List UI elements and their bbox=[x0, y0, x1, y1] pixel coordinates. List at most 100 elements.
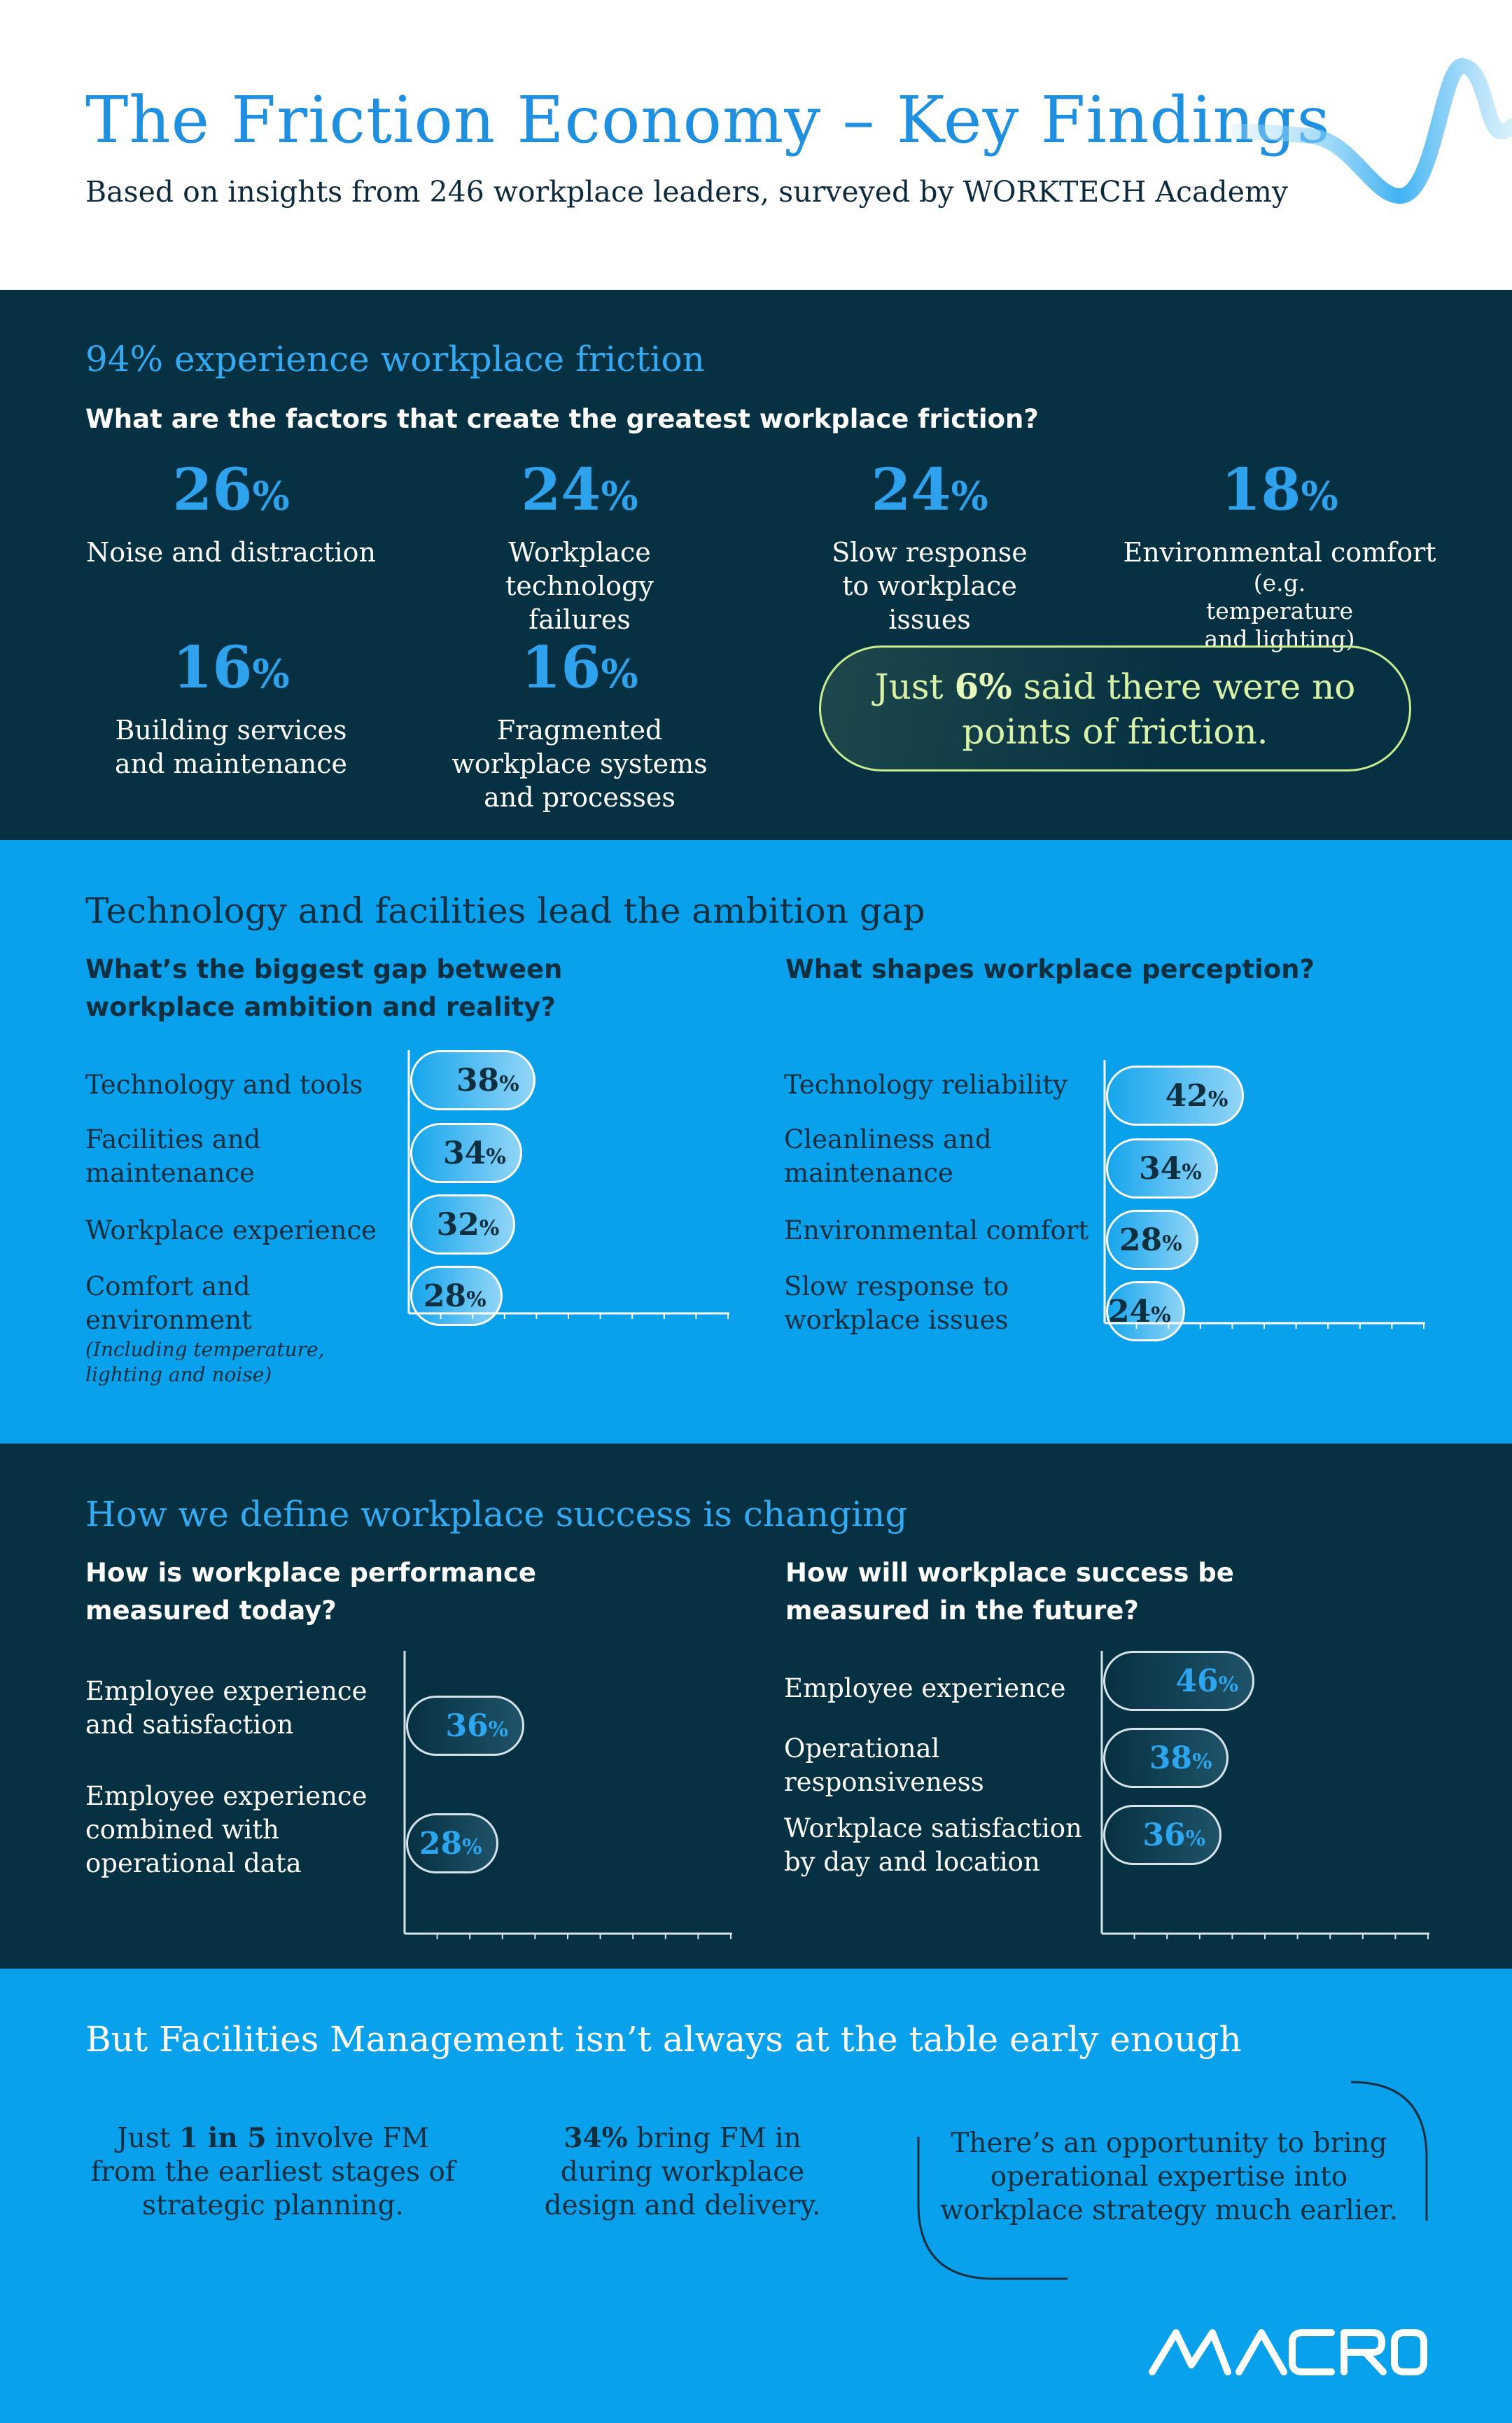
fm-kicker: But Facilities Management isn’t always a… bbox=[85, 2019, 1242, 2060]
friction-question: What are the factors that create the gre… bbox=[85, 404, 1039, 434]
success-future-chart: 46% 38% 36% bbox=[1100, 1651, 1429, 1939]
bar-value-label: 34 bbox=[443, 1136, 486, 1171]
row-label: Employee experience bbox=[784, 1673, 1066, 1703]
opportunity-text: There’s an opportunity to bring operatio… bbox=[939, 2128, 1399, 2226]
row-label: Comfort and environment (Including tempe… bbox=[85, 1270, 337, 1388]
row-label: Facilities and maintenance bbox=[85, 1124, 261, 1188]
friction-kicker: 94% experience workplace friction bbox=[85, 339, 705, 379]
page-title: The Friction Economy – Key Findings bbox=[85, 83, 1331, 158]
chart-bar: 28% bbox=[1106, 1210, 1198, 1270]
row-label: Employee experience combined with operat… bbox=[85, 1781, 368, 1878]
chart-axis bbox=[403, 1651, 732, 1939]
fm-stat-design: 34% bring FM in during workplace design … bbox=[544, 2122, 821, 2221]
bar-percent-sign: % bbox=[466, 1287, 486, 1312]
bar-percent-sign: % bbox=[479, 1216, 500, 1241]
bar-value-label: 32 bbox=[436, 1207, 479, 1243]
row-label: Technology reliability bbox=[784, 1070, 1068, 1100]
stat-noise: 26% Noise and distraction bbox=[63, 455, 399, 569]
bar-value-label: 28 bbox=[419, 1826, 463, 1862]
bar-value-label: 36 bbox=[445, 1708, 489, 1744]
perception-chart: 42% 34% 28% 24% bbox=[1103, 1060, 1425, 1341]
stat-value: 16% bbox=[521, 634, 638, 701]
bar-value-label: 28 bbox=[423, 1278, 467, 1314]
macro-logo bbox=[1148, 2327, 1428, 2379]
bar-value-label: 36 bbox=[1142, 1817, 1186, 1853]
header: The Friction Economy – Key Findings Base… bbox=[0, 0, 1512, 290]
chart-bar: 46% bbox=[1103, 1651, 1255, 1711]
chart-bar: 42% bbox=[1106, 1066, 1245, 1126]
bar-percent-sign: % bbox=[1162, 1231, 1182, 1256]
stat-slow-response: 24% Slow response to workplace issues bbox=[762, 455, 1098, 636]
row-note: (Including temperature, lighting and noi… bbox=[85, 1338, 325, 1386]
success-kicker: How we define workplace success is chang… bbox=[85, 1494, 908, 1535]
stat-environmental: 18% Environmental comfort (e.g. temperat… bbox=[1112, 455, 1448, 653]
no-friction-callout: Just 6% said there were no points of fri… bbox=[819, 645, 1411, 771]
stat-tech-failures: 24% Workplace technology failures bbox=[412, 455, 748, 636]
row-label: Cleanliness and maintenance bbox=[784, 1124, 992, 1188]
success-left-question: How is workplace performance measured to… bbox=[85, 1558, 537, 1626]
performance-today-chart: 36% 28% bbox=[403, 1651, 732, 1939]
page-subtitle: Based on insights from 246 workplace lea… bbox=[85, 175, 1288, 209]
row-label: Slow response to workplace issues bbox=[784, 1271, 1009, 1335]
bar-percent-sign: % bbox=[1192, 1750, 1212, 1774]
chart-bar: 36% bbox=[1103, 1805, 1222, 1865]
stat-value: 18% bbox=[1221, 456, 1338, 524]
bar-percent-sign: % bbox=[1218, 1673, 1239, 1697]
stat-label: Slow response to workplace issues bbox=[832, 537, 1028, 635]
stat-label: Building services and maintenance bbox=[115, 715, 347, 779]
bar-value-label: 42 bbox=[1165, 1078, 1208, 1114]
chart-bar: 28% bbox=[410, 1266, 503, 1326]
success-section: How we define workplace success is chang… bbox=[0, 1444, 1512, 1969]
success-right-question: How will workplace success be measured i… bbox=[785, 1558, 1234, 1626]
opportunity-callout: There’s an opportunity to bring operatio… bbox=[917, 2081, 1428, 2280]
row-label: Workplace experience bbox=[85, 1215, 377, 1245]
stat-label: Workplace technology failures bbox=[505, 537, 654, 635]
stat-label: Fragmented workplace systems and process… bbox=[451, 715, 708, 813]
chart-bar: 38% bbox=[1103, 1728, 1228, 1788]
fm-section: But Facilities Management isn’t always a… bbox=[0, 1969, 1512, 2423]
chart-bar: 34% bbox=[410, 1123, 522, 1183]
bar-percent-sign: % bbox=[1151, 1303, 1171, 1327]
chart-bar: 24% bbox=[1106, 1281, 1185, 1341]
chart-bar: 34% bbox=[1106, 1138, 1218, 1199]
bar-percent-sign: % bbox=[1185, 1827, 1206, 1851]
friction-section: 94% experience workplace friction What a… bbox=[0, 290, 1512, 840]
row-label: Operational responsiveness bbox=[784, 1733, 984, 1797]
row-label: Technology and tools bbox=[85, 1070, 363, 1100]
bar-value-label: 46 bbox=[1175, 1663, 1219, 1699]
bar-percent-sign: % bbox=[499, 1072, 519, 1096]
bar-percent-sign: % bbox=[488, 1717, 509, 1742]
bar-percent-sign: % bbox=[462, 1835, 482, 1859]
stat-sublabel: (e.g. temperature and lighting) bbox=[1204, 569, 1355, 652]
bar-percent-sign: % bbox=[1208, 1087, 1228, 1112]
callout-frame bbox=[917, 2081, 1428, 2280]
bar-value-label: 38 bbox=[456, 1063, 500, 1098]
stat-value: 16% bbox=[172, 634, 290, 701]
ambition-kicker: Technology and facilities lead the ambit… bbox=[85, 891, 925, 931]
chart-axis bbox=[1100, 1651, 1429, 1939]
ambition-gap-chart: 38% 34% 32% 28% bbox=[407, 1050, 729, 1326]
ambition-left-question: What’s the biggest gap between workplace… bbox=[85, 954, 563, 1022]
macro-logo-mark bbox=[1149, 2329, 1427, 2375]
chart-bar: 36% bbox=[406, 1696, 525, 1756]
bar-value-label: 28 bbox=[1119, 1222, 1163, 1258]
stat-value: 24% bbox=[521, 456, 638, 524]
bar-value-label: 34 bbox=[1139, 1151, 1182, 1187]
stat-label: Noise and distraction bbox=[85, 537, 376, 568]
chart-bar: 38% bbox=[410, 1050, 536, 1110]
fm-stat-early: Just 1 in 5 involve FM from the earliest… bbox=[90, 2122, 456, 2221]
bar-value-label: 38 bbox=[1149, 1740, 1193, 1776]
ambition-section: Technology and facilities lead the ambit… bbox=[0, 840, 1512, 1444]
ambition-right-question: What shapes workplace perception? bbox=[785, 954, 1315, 984]
bar-percent-sign: % bbox=[1182, 1160, 1202, 1185]
stat-building: 16% Building services and maintenance bbox=[63, 633, 399, 781]
chart-bar: 28% bbox=[406, 1813, 498, 1873]
chart-bar: 32% bbox=[410, 1194, 516, 1255]
row-label: Environmental comfort bbox=[784, 1215, 1089, 1245]
bar-percent-sign: % bbox=[486, 1145, 506, 1169]
stat-fragmented: 16% Fragmented workplace systems and pro… bbox=[412, 633, 748, 814]
bar-value-label: 24 bbox=[1108, 1294, 1152, 1329]
stat-value: 26% bbox=[172, 456, 290, 524]
row-label: Workplace satisfaction by day and locati… bbox=[784, 1813, 1082, 1877]
stat-value: 24% bbox=[871, 456, 988, 524]
